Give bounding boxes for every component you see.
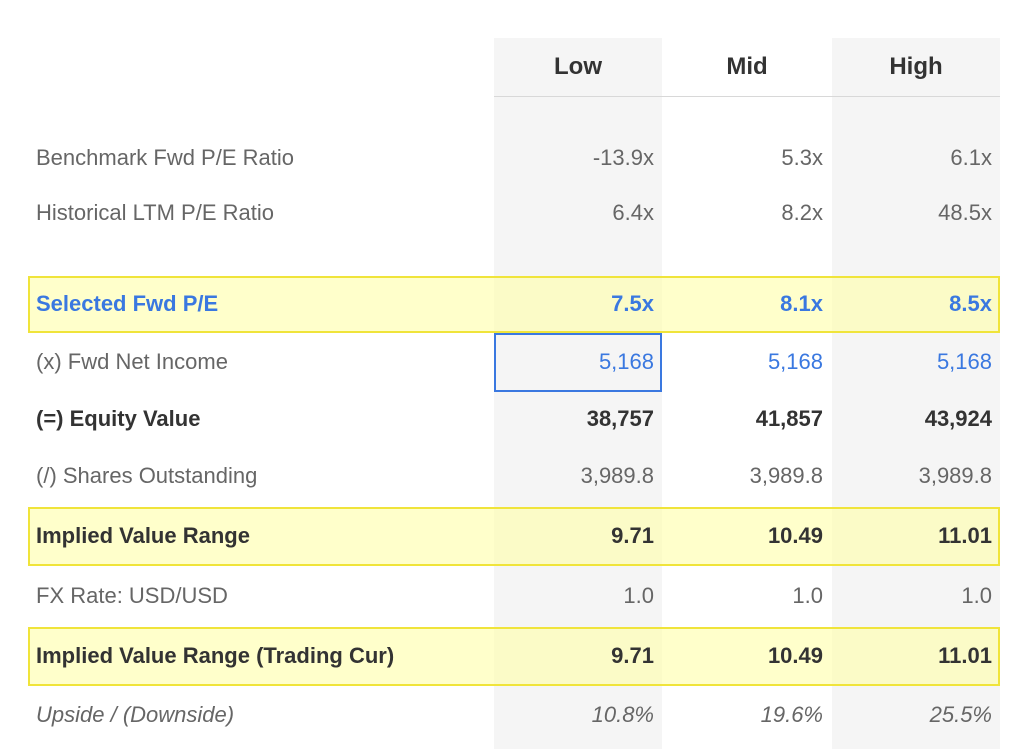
row-label: Implied Value Range <box>36 523 250 548</box>
row-label: (=) Equity Value <box>36 406 201 431</box>
cell-mid[interactable]: 1.0 <box>792 583 823 608</box>
cell-high[interactable]: 1.0 <box>961 583 992 608</box>
cell-low[interactable]: 5,168 <box>598 349 654 374</box>
selected-fwd-pe-highlight <box>28 276 1000 333</box>
cell-low[interactable]: 9.71 <box>611 643 654 668</box>
selected-cell-outline <box>494 333 662 392</box>
row-label: (x) Fwd Net Income <box>36 349 228 374</box>
row-label: Implied Value Range (Trading Cur) <box>36 643 395 668</box>
column-header-mid: Mid <box>726 53 768 80</box>
column-header-low: Low <box>554 53 602 80</box>
cell-mid[interactable]: 8.1x <box>780 291 823 316</box>
cell-mid[interactable]: 5,168 <box>767 349 823 374</box>
cell-low[interactable]: 3,989.8 <box>580 463 654 488</box>
column-header-high: High <box>889 53 943 80</box>
cell-high[interactable]: 6.1x <box>950 145 992 170</box>
cell-low[interactable]: 9.71 <box>611 523 654 548</box>
implied-value-range-highlight <box>28 507 1000 566</box>
row-label: Upside / (Downside) <box>36 702 235 727</box>
implied-value-range-trading-highlight <box>28 627 1000 686</box>
row-label: (/) Shares Outstanding <box>36 463 258 488</box>
cell-mid[interactable]: 8.2x <box>781 200 823 225</box>
cell-mid[interactable]: 19.6% <box>760 702 823 727</box>
cell-mid[interactable]: 10.49 <box>767 643 823 668</box>
cell-mid[interactable]: 41,857 <box>755 406 823 431</box>
row-label: Historical LTM P/E Ratio <box>36 200 274 225</box>
row-label: FX Rate: USD/USD <box>36 583 228 608</box>
cell-mid[interactable]: 3,989.8 <box>749 463 823 488</box>
cell-low[interactable]: 38,757 <box>586 406 654 431</box>
cell-low[interactable]: -13.9x <box>592 145 654 170</box>
cell-high[interactable]: 48.5x <box>938 200 992 225</box>
cell-high[interactable]: 5,168 <box>936 349 992 374</box>
cell-low[interactable]: 7.5x <box>611 291 654 316</box>
cell-high[interactable]: 8.5x <box>949 291 992 316</box>
cell-high[interactable]: 43,924 <box>924 406 992 431</box>
cell-low[interactable]: 10.8% <box>591 702 654 727</box>
cell-high[interactable]: 25.5% <box>929 702 992 727</box>
header-divider <box>494 96 1000 97</box>
cell-high[interactable]: 11.01 <box>938 643 992 668</box>
cell-high[interactable]: 3,989.8 <box>918 463 992 488</box>
row-label: Benchmark Fwd P/E Ratio <box>36 145 294 170</box>
cell-mid[interactable]: 10.49 <box>767 523 823 548</box>
row-label: Selected Fwd P/E <box>36 291 219 316</box>
cell-low[interactable]: 1.0 <box>623 583 654 608</box>
cell-high[interactable]: 11.01 <box>938 523 992 548</box>
cell-low[interactable]: 6.4x <box>612 200 654 225</box>
cell-mid[interactable]: 5.3x <box>781 145 823 170</box>
